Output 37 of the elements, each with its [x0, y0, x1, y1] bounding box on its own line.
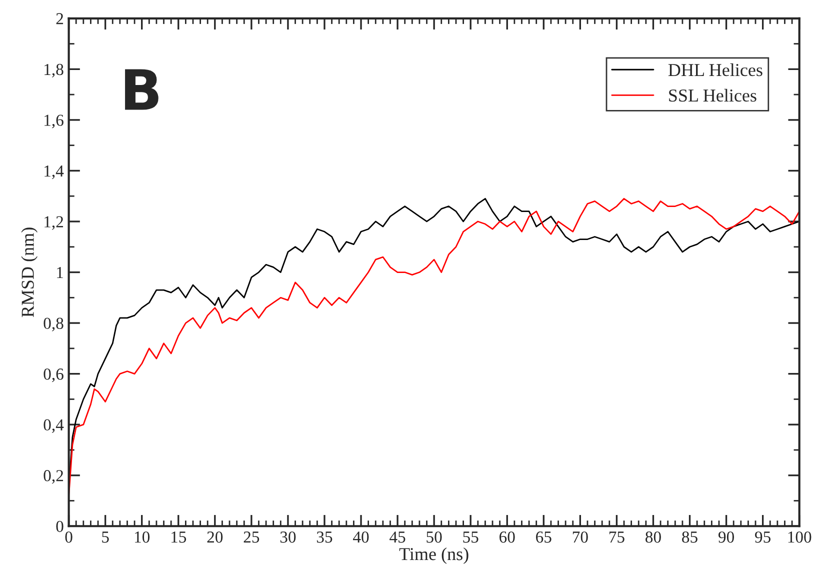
legend-label: DHL Helices: [668, 63, 762, 76]
annotation: B: [125, 69, 158, 110]
y-tick-label: 1,6: [44, 114, 64, 128]
y-tick-label: 0,8: [44, 318, 64, 332]
y-tick-label: 0,4: [44, 419, 64, 433]
x-tick-label: 5: [102, 532, 109, 543]
y-tick-label: 2: [56, 13, 64, 24]
y-tick-label: 1,4: [44, 165, 64, 180]
x-tick-label: 90: [718, 531, 734, 543]
x-tick-label: 15: [172, 532, 186, 543]
x-axis-title: Time (ns): [399, 547, 468, 564]
x-tick-label: 50: [426, 531, 442, 543]
x-tick-label: 25: [244, 532, 260, 543]
x-tick-label: 60: [500, 531, 515, 543]
x-tick-label: 80: [646, 531, 661, 543]
x-tick-label: 30: [280, 531, 296, 543]
y-tick-label: 0: [56, 520, 64, 532]
x-tick-label: 65: [536, 532, 552, 543]
x-tick-label: 70: [572, 531, 588, 543]
y-tick-label: 0,2: [44, 470, 64, 484]
y-tick-label: 1,8: [44, 64, 64, 78]
x-tick-label: 40: [353, 531, 369, 543]
x-tick-label: 55: [463, 532, 478, 543]
x-tick-label: 45: [390, 532, 406, 543]
x-tick-label: 20: [207, 531, 223, 543]
x-tick-label: 35: [316, 532, 332, 543]
x-tick-label: 100: [788, 531, 812, 543]
y-tick-label: 1,2: [44, 216, 64, 230]
x-tick-label: 0: [65, 531, 72, 543]
x-tick-label: 10: [134, 531, 150, 543]
y-tick-label: 1: [57, 267, 63, 278]
x-tick-label: 75: [609, 532, 624, 543]
x-tick-label: 85: [682, 531, 698, 543]
legend-label: SSL Helices: [669, 88, 756, 102]
y-tick-label: 0,6: [44, 368, 64, 382]
x-tick-label: 95: [755, 532, 770, 543]
y-axis-title: RMSD (nm): [21, 228, 38, 318]
